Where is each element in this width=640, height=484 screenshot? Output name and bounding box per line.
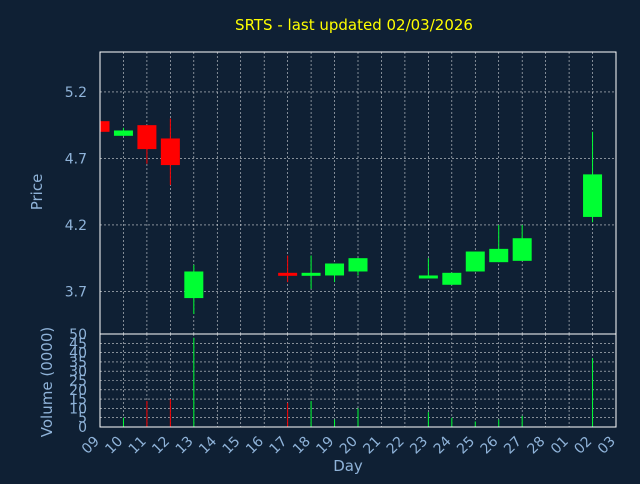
volume-tick-label: 10 (69, 401, 87, 417)
candle-body (583, 174, 603, 217)
x-tick-labels: 09 10 11 12 13 14 15 16 17 18 19 20 21 22 23 24 25 26 27 28… (79, 433, 619, 457)
candle-body (512, 238, 532, 261)
candle-body (100, 121, 110, 132)
volume-tick-label: 0 (78, 420, 87, 436)
price-tick-label: 3.7 (65, 284, 87, 300)
volume-tick-label: 50 (69, 327, 87, 343)
candle-body (442, 272, 462, 285)
price-axis-label: Price (28, 174, 46, 211)
candle-body (325, 263, 345, 276)
candle-body (301, 272, 321, 276)
candle-body (160, 138, 180, 166)
candle-body (184, 271, 204, 299)
volume-tick-label: 15 (69, 392, 87, 408)
volume-tick-label: 20 (69, 383, 87, 399)
price-gridlines (100, 52, 616, 334)
price-tick-labels: 3.7 4.2 4.7 5.2 (65, 85, 87, 301)
volume-tick-label: 5 (78, 411, 87, 427)
candle-body (418, 275, 438, 279)
price-tick-label: 4.2 (65, 218, 87, 234)
candle-body (348, 258, 368, 272)
candle-body (137, 125, 157, 150)
volume-tick-label: 30 (69, 364, 87, 380)
price-tick-label: 4.7 (65, 151, 87, 167)
volume-axis-label: Volume (0000) (38, 327, 56, 437)
candle-body (489, 248, 509, 263)
x-axis-label: Day (333, 457, 363, 475)
candle-body (465, 251, 485, 272)
candle-body (113, 130, 133, 136)
volume-panel-frame (99, 333, 617, 428)
volume-tick-label: 35 (69, 355, 87, 371)
volume-tick-label: 25 (69, 374, 87, 390)
volume-tick-label: 40 (69, 346, 87, 362)
chart-title: SRTS - last updated 02/03/2026 (235, 16, 473, 34)
volume-series (122, 337, 594, 427)
candlestick-series (99, 118, 603, 315)
candle-body (278, 272, 298, 276)
price-tick-label: 5.2 (65, 85, 87, 101)
volume-tick-label: 45 (69, 336, 87, 352)
